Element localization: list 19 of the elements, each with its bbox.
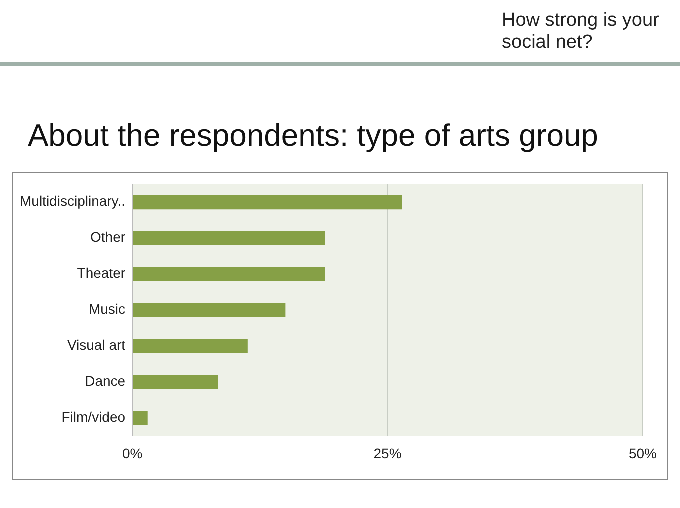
bar <box>133 267 326 282</box>
chart-subtitle: How strong is your social net? <box>502 10 660 54</box>
bar <box>133 303 286 318</box>
y-tick-label: Music <box>88 301 126 318</box>
bar <box>133 411 148 426</box>
x-tick-label: 50% <box>628 445 658 462</box>
bar <box>133 339 248 354</box>
y-tick-label: Visual art <box>67 337 126 354</box>
chart-title: About the respondents: type of arts group <box>28 118 598 154</box>
bar <box>133 375 218 390</box>
y-tick-label: Other <box>90 229 126 246</box>
x-tick-label: 0% <box>122 445 143 462</box>
y-tick-label: Theater <box>77 265 126 282</box>
x-tick-label: 25% <box>374 445 402 462</box>
y-tick-label: Film/video <box>62 409 126 426</box>
bar <box>133 195 402 210</box>
y-tick-label: Multidisciplinary.. <box>20 193 126 210</box>
bar <box>133 231 326 246</box>
y-tick-label: Dance <box>85 373 126 390</box>
